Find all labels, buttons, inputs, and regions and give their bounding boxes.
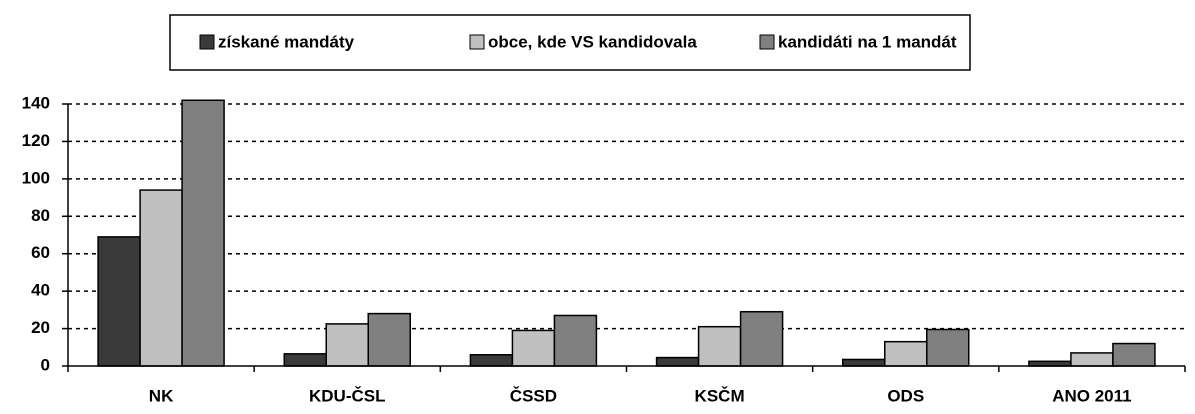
bar <box>842 358 886 367</box>
y-tick-label: 0 <box>41 355 50 374</box>
bar <box>469 354 514 367</box>
x-tick-label: ODS <box>887 386 924 405</box>
bar <box>739 310 784 367</box>
y-tick-label: 20 <box>31 318 50 337</box>
y-tick-label: 100 <box>22 168 50 187</box>
bar <box>283 353 327 367</box>
bar <box>884 340 928 367</box>
y-tick-label: 120 <box>22 131 50 150</box>
x-tick-label: ANO 2011 <box>1052 386 1131 405</box>
bar <box>553 314 598 367</box>
x-tick-label: KDU-ČSL <box>309 386 386 405</box>
bar <box>655 356 700 367</box>
bar <box>926 328 970 367</box>
bar <box>1112 342 1156 367</box>
x-tick-label: ČSSD <box>510 386 557 405</box>
bar <box>697 325 742 367</box>
y-tick-label: 80 <box>31 206 50 225</box>
bar <box>367 312 411 367</box>
legend-swatch <box>199 34 215 50</box>
legend-label: obce, kde VS kandidovala <box>488 32 697 51</box>
bar <box>325 323 369 367</box>
y-tick-label: 140 <box>22 93 50 112</box>
legend-box <box>169 14 971 71</box>
bar <box>1070 352 1114 367</box>
y-tick-label: 60 <box>31 243 50 262</box>
x-tick-label: KSČM <box>695 386 745 405</box>
bar <box>139 189 183 367</box>
bar <box>97 236 141 367</box>
legend-label: získané mandáty <box>218 32 355 51</box>
legend-swatch <box>759 34 775 50</box>
x-tick-label: NK <box>149 386 174 405</box>
bar <box>181 99 225 367</box>
legend-label: kandidáti na 1 mandát <box>778 32 957 51</box>
y-tick-label: 40 <box>31 281 50 300</box>
legend-swatch <box>469 34 485 50</box>
bar <box>511 329 556 367</box>
